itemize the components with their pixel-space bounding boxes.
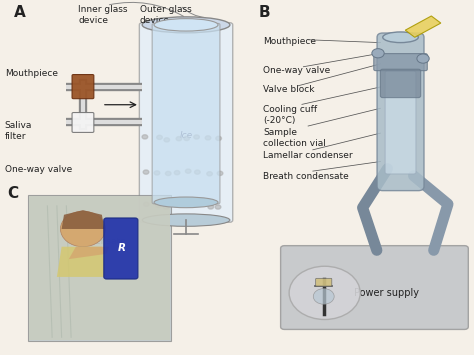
Circle shape xyxy=(174,170,180,175)
Text: C: C xyxy=(7,186,18,201)
Ellipse shape xyxy=(154,19,218,31)
Polygon shape xyxy=(62,210,104,229)
Circle shape xyxy=(186,203,192,207)
Circle shape xyxy=(154,171,160,175)
FancyBboxPatch shape xyxy=(281,246,468,329)
Circle shape xyxy=(165,171,171,176)
Text: Sample
collection vial: Sample collection vial xyxy=(263,128,326,148)
Ellipse shape xyxy=(60,211,105,247)
Text: Valve block: Valve block xyxy=(263,85,315,94)
FancyBboxPatch shape xyxy=(380,69,420,98)
Circle shape xyxy=(208,205,214,209)
Text: One-way valve: One-way valve xyxy=(5,165,72,174)
Text: Inner glass
device: Inner glass device xyxy=(78,5,128,26)
FancyBboxPatch shape xyxy=(374,54,427,71)
FancyBboxPatch shape xyxy=(29,196,170,340)
Polygon shape xyxy=(405,16,441,37)
Ellipse shape xyxy=(154,197,218,208)
Circle shape xyxy=(157,135,163,140)
Circle shape xyxy=(205,136,211,140)
FancyBboxPatch shape xyxy=(72,113,94,132)
FancyBboxPatch shape xyxy=(316,278,332,286)
Circle shape xyxy=(185,169,191,173)
Ellipse shape xyxy=(142,17,230,33)
FancyBboxPatch shape xyxy=(377,33,424,191)
Circle shape xyxy=(142,135,148,139)
FancyBboxPatch shape xyxy=(385,71,416,174)
Circle shape xyxy=(313,289,334,304)
Polygon shape xyxy=(57,247,107,277)
Circle shape xyxy=(289,266,360,320)
FancyBboxPatch shape xyxy=(28,195,171,341)
Text: B: B xyxy=(258,5,270,20)
Text: Ice: Ice xyxy=(180,131,192,140)
Polygon shape xyxy=(69,247,109,259)
Text: Breath
condensate: Breath condensate xyxy=(73,225,126,246)
Ellipse shape xyxy=(383,32,418,43)
Circle shape xyxy=(144,202,149,206)
Circle shape xyxy=(207,172,212,176)
Circle shape xyxy=(194,135,200,139)
Ellipse shape xyxy=(142,214,230,226)
Circle shape xyxy=(217,171,223,175)
Text: Outer glass
device: Outer glass device xyxy=(140,5,191,26)
Circle shape xyxy=(216,136,221,141)
FancyBboxPatch shape xyxy=(104,218,138,279)
Text: R: R xyxy=(118,243,125,253)
Circle shape xyxy=(184,136,190,141)
Circle shape xyxy=(215,205,221,209)
Text: Lamellar condenser: Lamellar condenser xyxy=(263,151,353,160)
Circle shape xyxy=(143,170,149,174)
FancyBboxPatch shape xyxy=(72,75,94,99)
Text: Breath condensate: Breath condensate xyxy=(263,172,349,181)
Text: One-way valve: One-way valve xyxy=(263,66,330,75)
Circle shape xyxy=(372,49,384,58)
Circle shape xyxy=(194,170,200,174)
Text: A: A xyxy=(14,5,26,20)
Circle shape xyxy=(176,137,182,141)
FancyBboxPatch shape xyxy=(139,23,233,222)
Circle shape xyxy=(163,205,169,209)
Circle shape xyxy=(173,202,179,207)
Text: Mouthpiece: Mouthpiece xyxy=(263,37,316,46)
Circle shape xyxy=(417,54,429,63)
Text: Power supply: Power supply xyxy=(354,288,419,298)
Circle shape xyxy=(155,203,161,208)
Text: Mouthpiece: Mouthpiece xyxy=(5,69,58,78)
Text: Cooling cuff
(-20°C): Cooling cuff (-20°C) xyxy=(263,105,317,125)
Text: Saliva
filter: Saliva filter xyxy=(5,121,32,141)
Circle shape xyxy=(164,138,170,142)
FancyBboxPatch shape xyxy=(152,23,220,204)
Circle shape xyxy=(194,202,200,206)
